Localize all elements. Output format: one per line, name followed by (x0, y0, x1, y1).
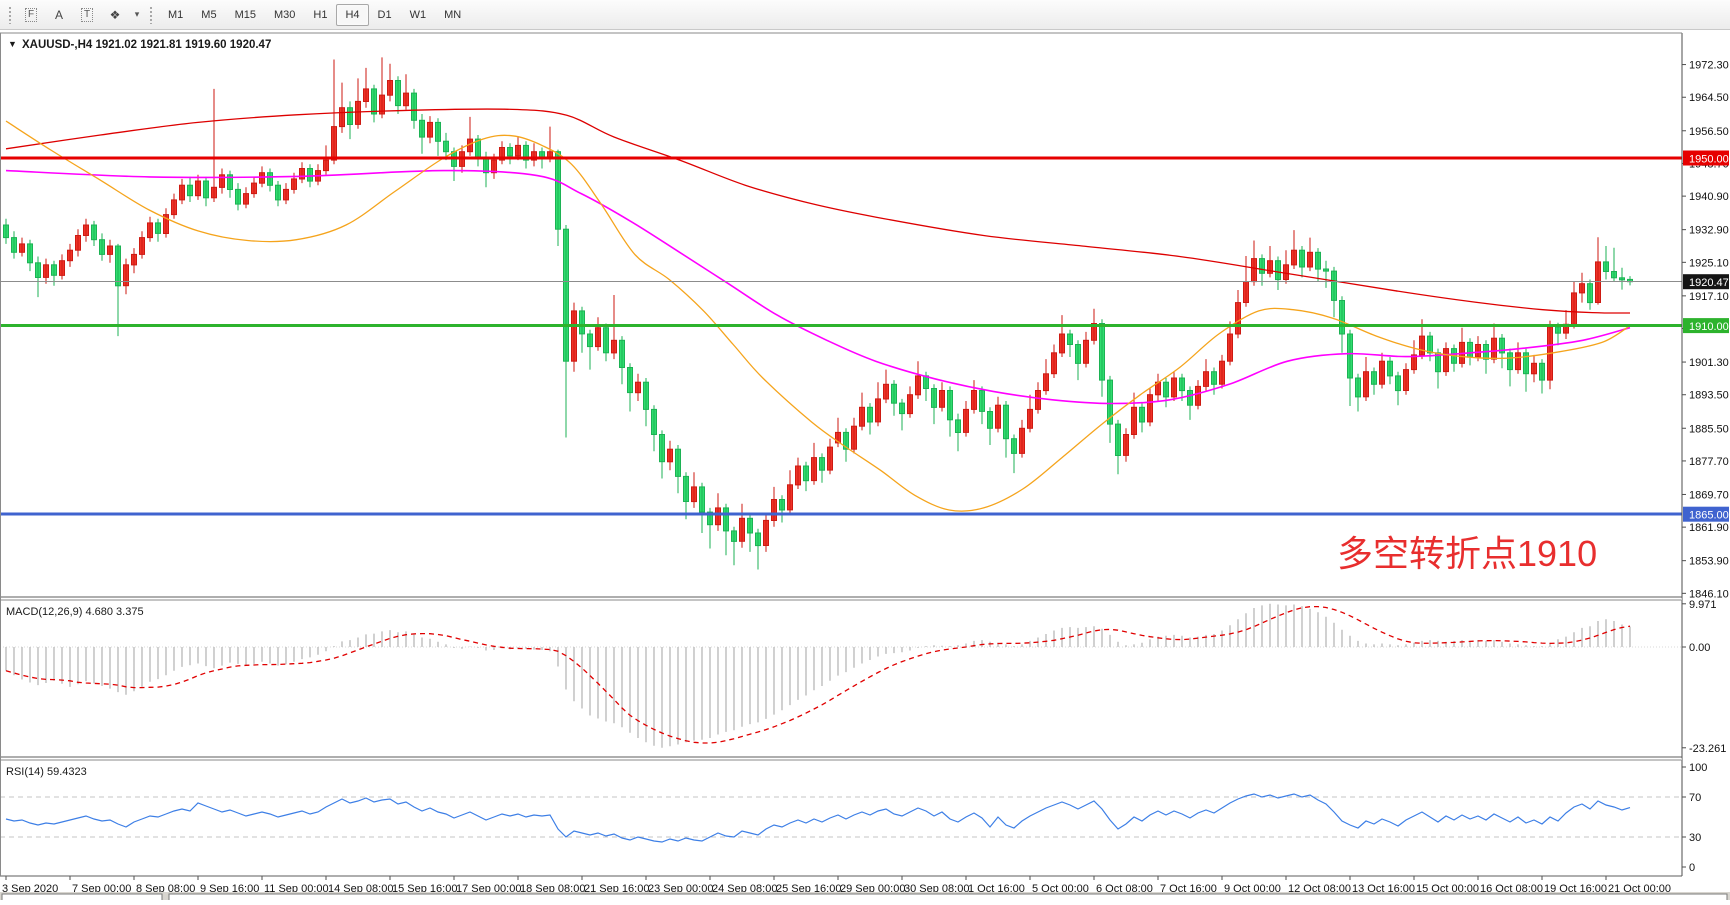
price-label: 1893.50 (1689, 390, 1729, 402)
price-label: 1917.10 (1689, 291, 1729, 303)
axis-column-bg (1683, 30, 1730, 900)
timeframe-button-w1[interactable]: W1 (401, 4, 436, 26)
price-label: 1885.50 (1689, 423, 1729, 435)
timeframe-button-m30[interactable]: M30 (265, 4, 304, 26)
price-badge-label: 1865.00 (1689, 510, 1729, 522)
timeframe-button-m1[interactable]: M1 (159, 4, 192, 26)
price-label: 1925.10 (1689, 257, 1729, 269)
bottom-window-2[interactable] (168, 893, 1728, 903)
price-label: 1964.50 (1689, 92, 1729, 104)
macd-signal-line (5, 605, 1631, 744)
candle-wicks-down (5, 76, 1631, 570)
toolbar-grip[interactable] (8, 5, 12, 24)
macd-axis-label: 0.00 (1689, 642, 1710, 654)
price-label: 1972.30 (1689, 60, 1729, 72)
macd-pane[interactable] (0, 603, 1682, 748)
price-label: 1861.90 (1689, 522, 1729, 534)
toolbar-grip-2[interactable] (149, 5, 153, 24)
price-label: 1853.90 (1689, 556, 1729, 568)
rsi-axis-label: 30 (1689, 832, 1701, 844)
price-label: 1932.90 (1689, 225, 1729, 237)
price-label: 1846.10 (1689, 588, 1729, 600)
rsi-axis-label: 0 (1689, 862, 1695, 874)
ma-fast-orange-line (5, 120, 1631, 512)
candle-wicks-up (21, 57, 1599, 552)
draw-shapes-icon[interactable]: ❖ (102, 4, 128, 26)
timeframe-button-h1[interactable]: H1 (304, 4, 336, 26)
text-tool-icon[interactable]: T (74, 4, 100, 26)
price-badge-label: 1920.47 (1689, 277, 1729, 289)
price-chart-canvas[interactable]: ▼ XAUUSD-,H4 1921.02 1921.81 1919.60 192… (0, 30, 1730, 903)
rsi-pane-label: RSI(14) 59.4323 (6, 766, 87, 778)
price-badge-1865.00 (1683, 506, 1729, 522)
macd-axis-label: -23.261 (1689, 743, 1726, 755)
horizontal-lines[interactable] (0, 156, 1682, 516)
price-badge-1920.47 (1683, 274, 1729, 290)
chart-window: ▼ XAUUSD-,H4 1921.02 1921.81 1919.60 192… (0, 30, 1730, 903)
shapes-dropdown-caret-icon[interactable]: ▾ (131, 4, 143, 26)
timeframe-button-h4[interactable]: H4 (336, 3, 369, 26)
ma-mid-magenta-line (5, 169, 1631, 405)
rsi-axis-label: 70 (1689, 792, 1701, 804)
chart-grid-f-icon[interactable]: F (18, 4, 44, 26)
timeframe-button-m5[interactable]: M5 (192, 4, 225, 26)
price-label: 1877.70 (1689, 456, 1729, 468)
price-label: 1901.30 (1689, 357, 1729, 369)
rsi-pane[interactable] (0, 793, 1682, 843)
macd-axis-label: 9.971 (1689, 599, 1717, 611)
font-label-icon[interactable]: A (46, 4, 72, 26)
price-badge-1910.00 (1683, 318, 1729, 334)
price-badge-label: 1910.00 (1689, 321, 1729, 333)
price-label: 1869.70 (1689, 490, 1729, 502)
ma-slow-red-line (5, 108, 1631, 314)
price-label: 1940.90 (1689, 191, 1729, 203)
pane-frames (0, 32, 1682, 877)
macd-pane-label: MACD(12,26,9) 4.680 3.375 (6, 606, 144, 618)
macd-histogram (5, 603, 1631, 748)
timeframe-button-d1[interactable]: D1 (369, 4, 401, 26)
candles-down (3, 80, 1633, 547)
bottom-strip (0, 892, 1730, 903)
timeframe-button-mn[interactable]: MN (435, 4, 470, 26)
timeframe-button-m15[interactable]: M15 (226, 4, 265, 26)
main-pane[interactable] (3, 57, 1633, 570)
candles-up (19, 80, 1601, 546)
bottom-window-1[interactable] (1, 893, 163, 903)
symbol-title: XAUUSD-,H4 1921.02 1921.81 1919.60 1920.… (22, 39, 271, 51)
toolbar: F A T ❖ ▾ M1 M5 M15 M30 H1 H4 D1 W1 MN (0, 0, 1730, 30)
symbol-dropdown-icon[interactable]: ▼ (8, 39, 17, 49)
annotation-text: 多空转折点1910 (1337, 533, 1597, 574)
price-badge-label: 1950.00 (1689, 154, 1729, 166)
price-axis[interactable]: 1972.301964.501956.501948.701940.901932.… (1681, 30, 1730, 900)
price-label: 1956.50 (1689, 126, 1729, 138)
rsi-line (5, 793, 1631, 843)
price-badge-1950.00 (1683, 150, 1729, 166)
rsi-axis-label: 100 (1689, 762, 1707, 774)
